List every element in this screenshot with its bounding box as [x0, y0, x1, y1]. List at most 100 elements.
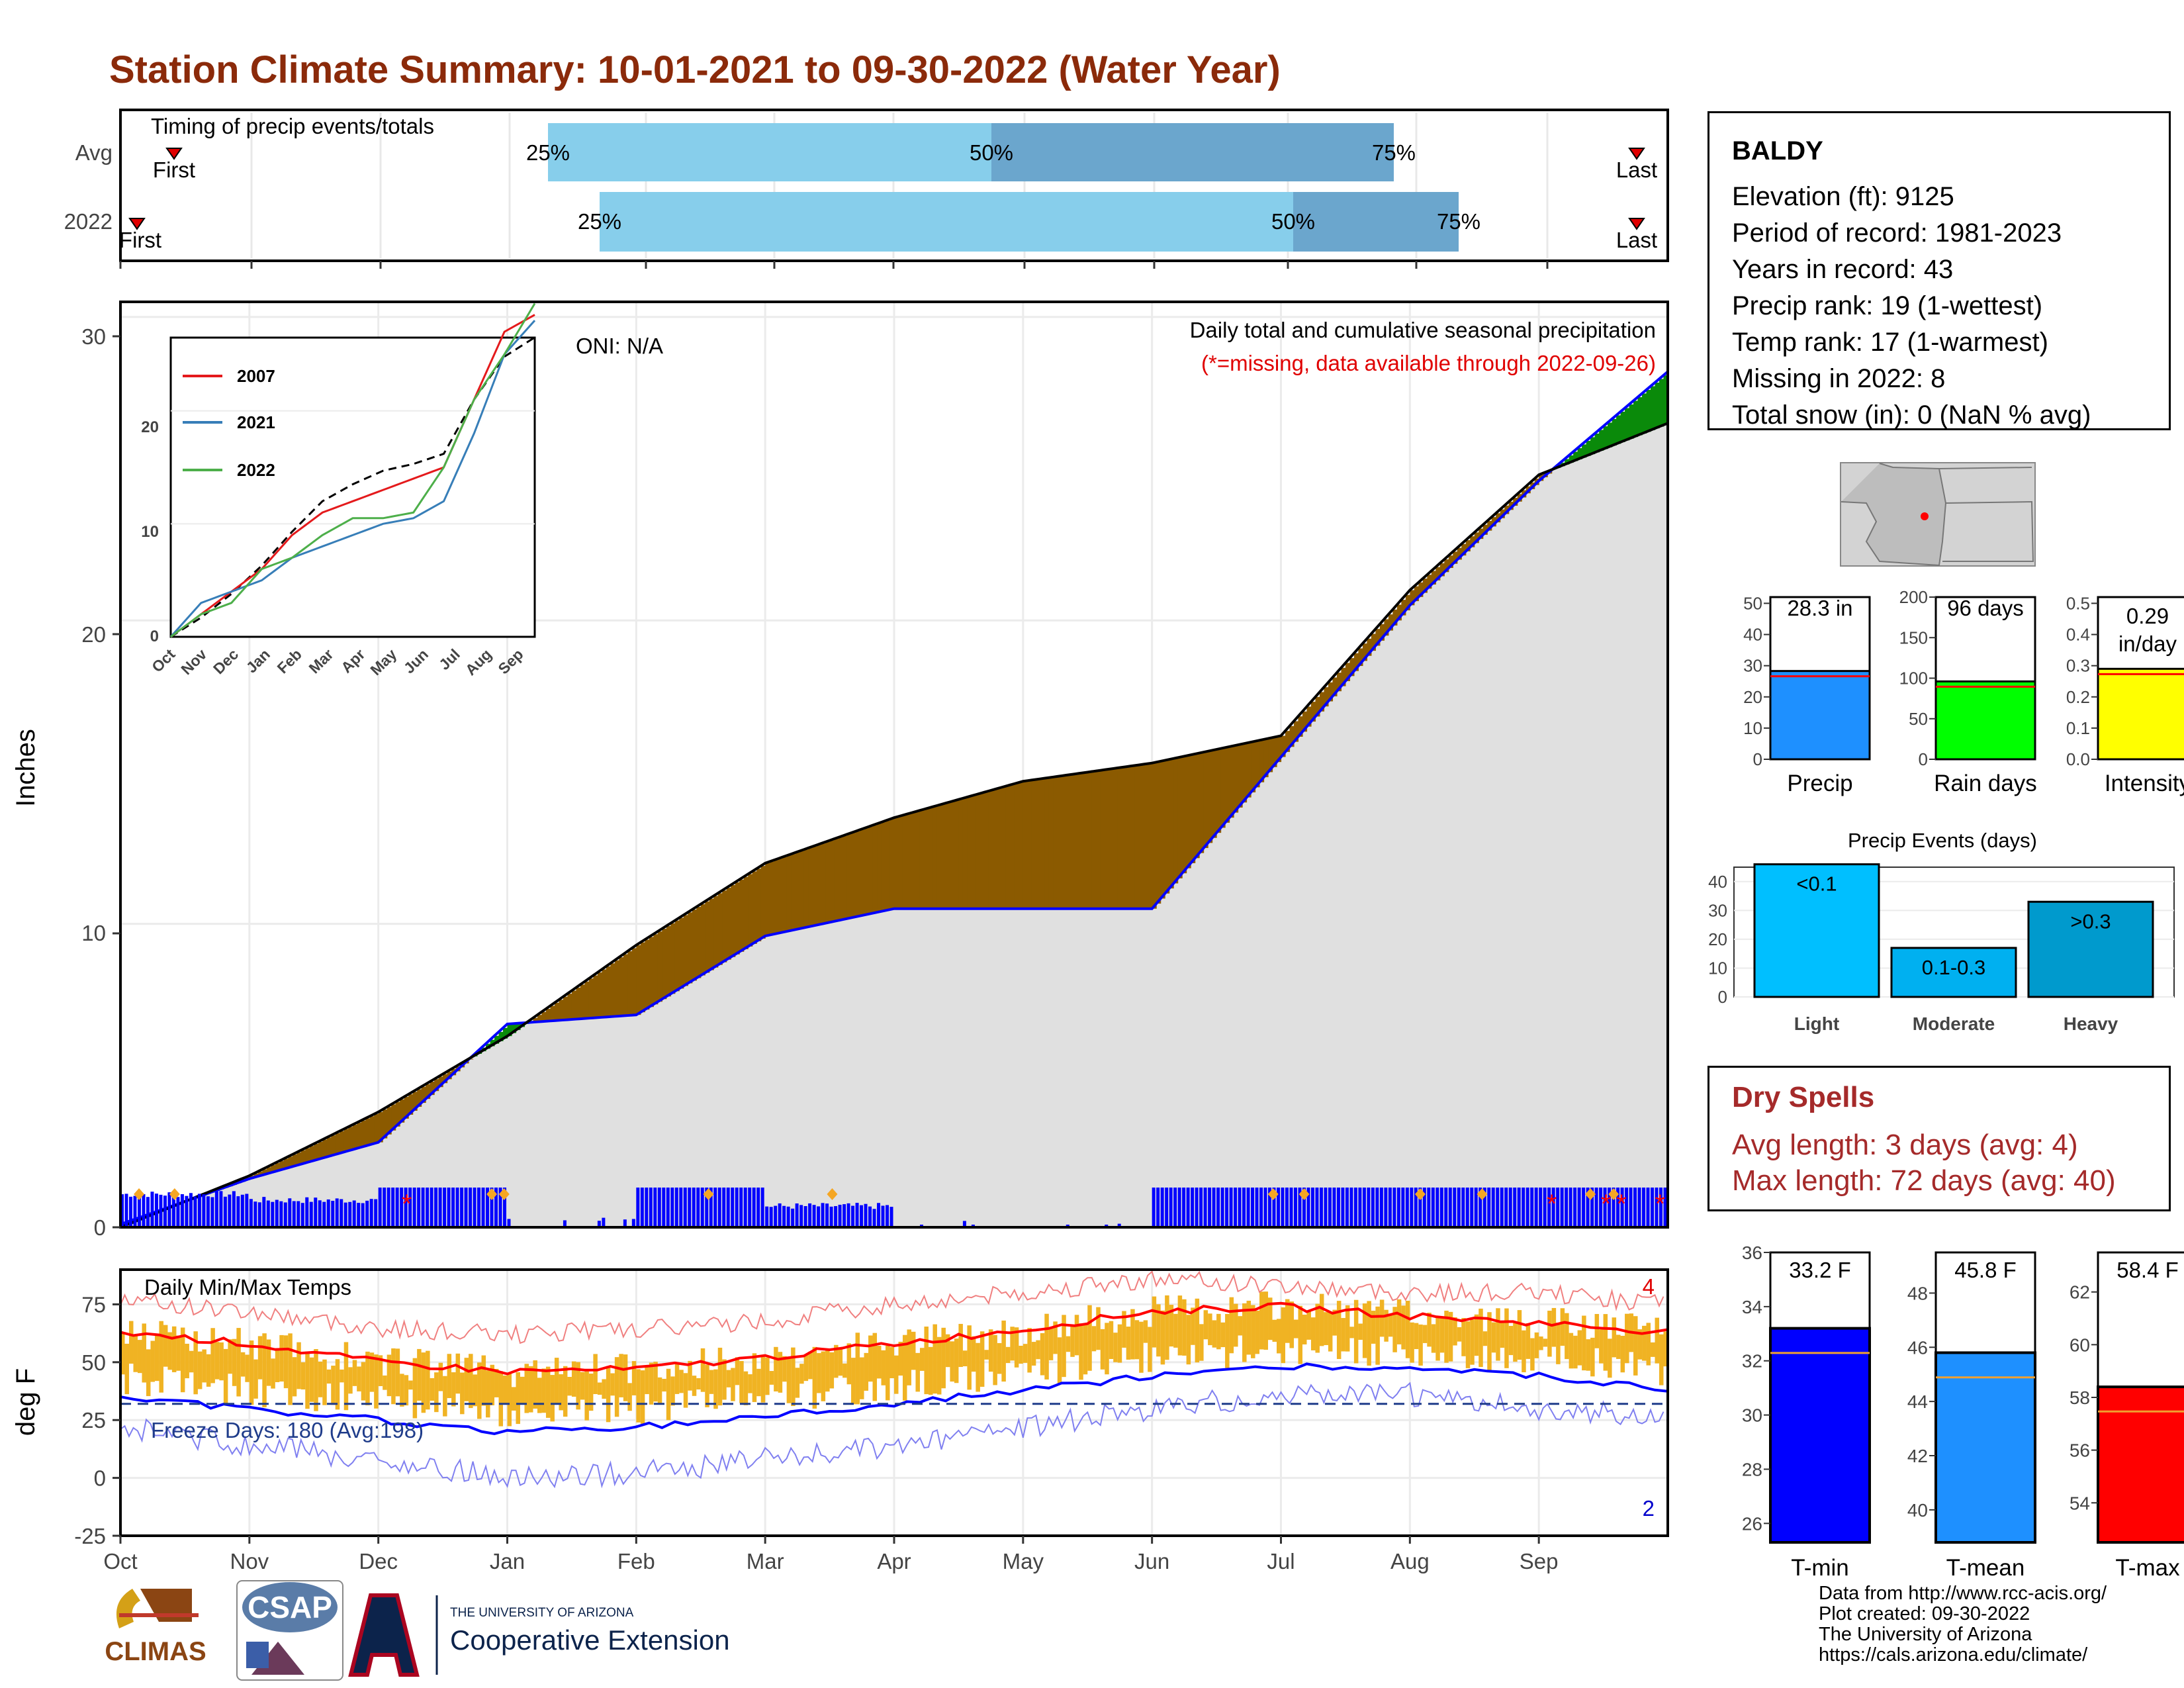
events-bar-moderate: [1890, 947, 2017, 998]
events-ytick: 20: [1708, 929, 1727, 949]
temp-caption: Daily Min/Max Temps: [144, 1275, 351, 1299]
station-elevation: Elevation (ft): 9125: [1732, 182, 1954, 211]
temp-ytick: 75: [81, 1292, 106, 1317]
month-tick-may: May: [1003, 1549, 1044, 1573]
month-tick-mar: Mar: [747, 1549, 784, 1573]
temp-bar-ytick: 42: [1907, 1446, 1928, 1466]
oni-label: ONI: N/A: [576, 334, 663, 358]
page-title: Station Climate Summary: 10-01-2021 to 0…: [109, 48, 1281, 91]
precip-ytick-0: 0: [94, 1215, 106, 1240]
summary-ytick: 0.0: [2066, 749, 2090, 769]
temp-bar-ytick: 60: [2070, 1335, 2090, 1355]
month-tick-jan: Jan: [490, 1549, 525, 1573]
y2022-first-label: First: [119, 228, 161, 252]
summary-bars: 0 10 20 30 40 50 28.3 in Precip 0 50 100 150 200 96 d…: [1743, 587, 2184, 796]
summary-ytick: 0: [1753, 749, 1762, 769]
station-info: BALDY Elevation (ft): 9125 Period of rec…: [1707, 111, 2171, 430]
temp-bar-t-max: [2097, 1385, 2184, 1544]
events-title: Precip Events (days): [1848, 829, 2037, 852]
dry-avg-length: Avg length: 3 days (avg: 4): [1732, 1129, 2078, 1161]
month-tick-feb: Feb: [617, 1549, 655, 1573]
cumulative-2022-line: [120, 370, 1669, 1226]
max-record-count: 4: [1643, 1274, 1655, 1299]
record-day-marker: [1298, 1188, 1310, 1200]
missing-day-marker: *: [402, 1190, 412, 1219]
credit-university: The University of Arizona: [1819, 1624, 2032, 1645]
temp-bar-ytick: 30: [1742, 1405, 1762, 1426]
temp-bar-label: T-max: [2115, 1555, 2180, 1581]
summary-ytick: 0.3: [2066, 656, 2090, 676]
temp-bar-ytick: 44: [1907, 1391, 1928, 1412]
precip-missing-note: (*=missing, data available through 2022-…: [1201, 351, 1656, 375]
precip-panel: * * * * * Daily total and cumulative seasona…: [11, 301, 1669, 1240]
missing-day-marker: *: [1601, 1190, 1612, 1219]
station-missing: Missing in 2022: 8: [1732, 364, 1946, 393]
temp-bar-ytick: 48: [1907, 1283, 1928, 1303]
freeze-days: Freeze Days: 180 (Avg:198): [151, 1418, 424, 1442]
record-day-marker: [486, 1188, 498, 1200]
inset-legend-2022: 2022: [237, 460, 275, 480]
month-tick-dec: Dec: [359, 1549, 398, 1573]
summary-ytick: 0.1: [2066, 718, 2090, 738]
temp-bar-ytick: 28: [1742, 1459, 1762, 1479]
summary-value: 96 days: [1947, 596, 2024, 620]
events-xtick: Light: [1794, 1013, 1839, 1034]
events-ytick: 30: [1708, 900, 1727, 920]
temp-panel: Daily Min/Max Temps Freeze Days: 180 (Av…: [11, 1268, 1669, 1573]
summary-bar-0: [1769, 670, 1871, 761]
avg-max-temp-line: [120, 1301, 1668, 1376]
summary-bar-1: [1934, 680, 2036, 761]
events-bar-heavy: [2027, 900, 2154, 998]
events-bar-label: <0.1: [1796, 872, 1837, 896]
station-temp-rank: Temp rank: 17 (1-warmest): [1732, 328, 2048, 357]
temp-bar-t-mean: [1934, 1351, 2036, 1544]
precip-ytick-10: 10: [81, 921, 106, 945]
temp-bar-ytick: 62: [2070, 1282, 2090, 1303]
precip-events-chart: Precip Events (days) 0 10 20 30 40 <0.1 Light 0…: [1708, 829, 2175, 1034]
temp-bar-value: 58.4 F: [2116, 1258, 2179, 1282]
summary-ytick: 0.4: [2066, 625, 2090, 645]
station-name: BALDY: [1732, 136, 1823, 165]
dry-max-length: Max length: 72 days (avg: 40): [1732, 1164, 2116, 1197]
summary-ytick: 200: [1899, 587, 1928, 607]
station-location-dot: [1921, 512, 1929, 520]
station-precip-rank: Precip rank: 19 (1-wettest): [1732, 291, 2043, 320]
inset-line-2021: [169, 320, 536, 638]
inset-ytick-10: 10: [141, 523, 159, 541]
timing-row-2022: 2022: [64, 209, 113, 234]
climas-logo: CLIMAS: [106, 1589, 206, 1666]
summary-ytick: 0: [1919, 749, 1928, 769]
summary-ytick: 100: [1899, 669, 1928, 688]
logos: CLIMAS CSAP THE UNIVERSITY OF ARIZONA Co…: [106, 1580, 730, 1681]
credit-data-source: Data from http://www.rcc-acis.org/: [1819, 1583, 2107, 1604]
temp-bar-ytick: 32: [1742, 1351, 1762, 1372]
ua-ext-text: Cooperative Extension: [450, 1624, 730, 1656]
precip-ytick-30: 30: [81, 324, 106, 349]
record-day-marker: [134, 1188, 145, 1200]
climas-text: CLIMAS: [106, 1637, 206, 1666]
missing-day-marker: *: [1655, 1190, 1666, 1219]
temp-ytick: -25: [74, 1524, 106, 1548]
precip-ytick-20: 20: [81, 622, 106, 647]
record-day-marker: [169, 1188, 180, 1200]
inset-ytick-20: 20: [141, 418, 159, 436]
record-max-line: [120, 1270, 1664, 1344]
avg-min-temp-line: [120, 1362, 1668, 1435]
precip-ylabel: Inches: [11, 729, 40, 807]
record-day-marker: [498, 1188, 510, 1200]
temp-bar-ytick: 46: [1907, 1337, 1928, 1358]
credits: Data from http://www.rcc-acis.org/ Plot …: [1819, 1583, 2107, 1665]
month-tick-aug: Aug: [1390, 1549, 1430, 1573]
temp-bar-label: T-min: [1791, 1555, 1849, 1581]
record-day-marker: [1414, 1188, 1426, 1200]
temp-bar-label: T-mean: [1946, 1555, 2025, 1581]
locator-map: [1840, 462, 2036, 567]
summary-ytick: 40: [1743, 625, 1762, 645]
missing-day-marker: *: [1616, 1190, 1627, 1219]
inset-ytick-0: 0: [150, 628, 159, 645]
events-bar-label: >0.3: [2070, 910, 2111, 933]
temp-bar-ytick: 40: [1907, 1500, 1928, 1521]
csap-text: CSAP: [248, 1590, 332, 1624]
temp-bar-t-min: [1769, 1327, 1871, 1544]
